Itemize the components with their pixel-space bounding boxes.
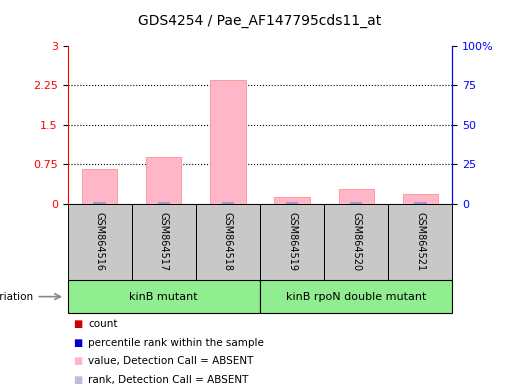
Bar (350, 202, 362, 204)
Text: GDS4254 / Pae_AF147795cds11_at: GDS4254 / Pae_AF147795cds11_at (138, 14, 382, 28)
Text: GSM864520: GSM864520 (351, 212, 361, 271)
Text: kinB mutant: kinB mutant (129, 291, 198, 302)
Text: GSM864518: GSM864518 (223, 212, 233, 271)
Text: count: count (88, 319, 118, 329)
Text: GSM864516: GSM864516 (95, 212, 105, 271)
Bar (82, 169, 118, 204)
Text: ■: ■ (73, 375, 82, 384)
Text: ■: ■ (73, 338, 82, 348)
Text: kinB rpoN double mutant: kinB rpoN double mutant (286, 291, 426, 302)
Bar (402, 194, 438, 204)
Bar (222, 202, 234, 204)
Text: ■: ■ (73, 319, 82, 329)
Bar (210, 80, 245, 204)
Text: ■: ■ (73, 356, 82, 366)
Text: genotype/variation: genotype/variation (0, 291, 34, 302)
Bar (286, 202, 298, 204)
Text: GSM864519: GSM864519 (287, 212, 297, 271)
Bar (146, 157, 181, 204)
Bar (275, 197, 310, 204)
Text: value, Detection Call = ABSENT: value, Detection Call = ABSENT (88, 356, 254, 366)
Text: rank, Detection Call = ABSENT: rank, Detection Call = ABSENT (88, 375, 249, 384)
Bar (94, 202, 106, 204)
Text: percentile rank within the sample: percentile rank within the sample (88, 338, 264, 348)
Bar (414, 202, 426, 204)
Text: GSM864521: GSM864521 (415, 212, 425, 271)
Text: GSM864517: GSM864517 (159, 212, 169, 271)
Bar (158, 202, 170, 204)
Bar (339, 189, 374, 204)
